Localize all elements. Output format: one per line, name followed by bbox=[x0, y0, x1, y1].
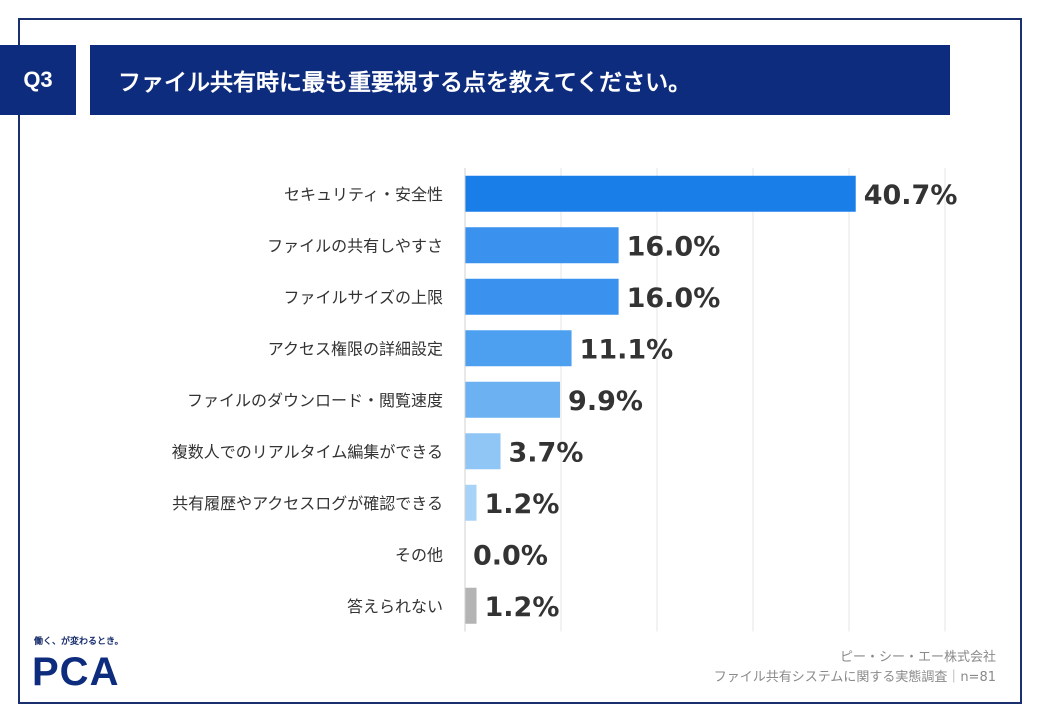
source-company: ピー・シー・エー株式会社 bbox=[839, 650, 996, 665]
value-label: 9.9% bbox=[568, 386, 643, 417]
question-title: ファイル共有時に最も重要視する点を教えてください。 bbox=[90, 45, 950, 115]
value-label: 1.2% bbox=[485, 592, 560, 623]
category-label: 複数人でのリアルタイム編集ができる bbox=[172, 442, 443, 461]
bar bbox=[465, 433, 501, 470]
value-label: 1.2% bbox=[485, 489, 560, 520]
bar bbox=[465, 484, 477, 521]
value-label: 3.7% bbox=[509, 437, 584, 468]
bar bbox=[465, 227, 619, 264]
category-label: ファイルの共有しやすさ bbox=[267, 236, 443, 255]
bar bbox=[465, 587, 477, 624]
value-label: 16.0% bbox=[627, 283, 721, 314]
question-number-badge: Q3 bbox=[0, 45, 76, 115]
bar bbox=[465, 381, 561, 418]
value-label: 16.0% bbox=[627, 231, 721, 262]
category-label: ファイルサイズの上限 bbox=[283, 288, 443, 307]
logo-tagline: 働く、が変わるとき。 bbox=[34, 637, 124, 647]
value-label: 0.0% bbox=[473, 540, 548, 571]
bar bbox=[465, 330, 572, 367]
category-label: アクセス権限の詳細設定 bbox=[268, 339, 443, 358]
bar bbox=[465, 278, 619, 315]
category-label: 答えられない bbox=[347, 597, 443, 616]
category-label: セキュリティ・安全性 bbox=[284, 185, 443, 204]
bar bbox=[465, 175, 856, 212]
pca-logo: PCA bbox=[32, 650, 120, 694]
category-label: 共有履歴やアクセスログが確認できる bbox=[172, 494, 443, 513]
value-label: 40.7% bbox=[864, 180, 958, 211]
category-label: ファイルのダウンロード・閲覧速度 bbox=[187, 391, 443, 410]
source-survey: ファイル共有システムに関する実態調査｜n=81 bbox=[713, 670, 996, 685]
category-label: その他 bbox=[395, 545, 443, 564]
value-label: 11.1% bbox=[580, 334, 674, 365]
